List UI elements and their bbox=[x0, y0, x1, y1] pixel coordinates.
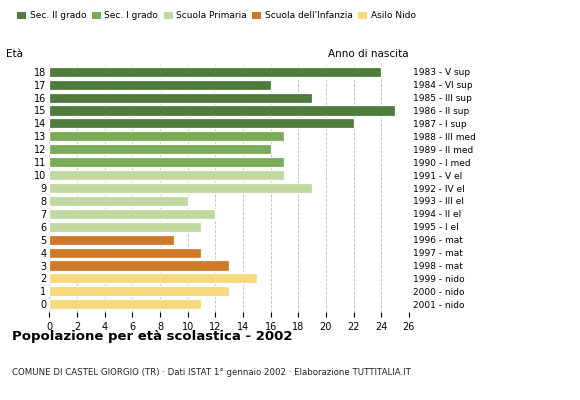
Text: Anno di nascita: Anno di nascita bbox=[328, 49, 409, 59]
Bar bbox=[49, 299, 201, 309]
Bar bbox=[49, 92, 312, 103]
Text: Età: Età bbox=[6, 49, 23, 59]
Bar bbox=[49, 248, 201, 258]
Bar bbox=[49, 209, 215, 219]
Bar bbox=[49, 183, 312, 193]
Bar bbox=[49, 235, 174, 245]
Bar bbox=[49, 286, 229, 296]
Bar bbox=[49, 273, 257, 284]
Bar bbox=[49, 131, 284, 141]
Bar bbox=[49, 157, 284, 167]
Text: Popolazione per età scolastica - 2002: Popolazione per età scolastica - 2002 bbox=[12, 330, 292, 343]
Bar bbox=[49, 170, 284, 180]
Bar bbox=[49, 118, 354, 128]
Bar bbox=[49, 67, 381, 77]
Bar bbox=[49, 144, 271, 154]
Bar bbox=[49, 196, 187, 206]
Bar bbox=[49, 80, 271, 90]
Bar bbox=[49, 222, 201, 232]
Bar bbox=[49, 260, 229, 270]
Legend: Sec. II grado, Sec. I grado, Scuola Primaria, Scuola dell'Infanzia, Asilo Nido: Sec. II grado, Sec. I grado, Scuola Prim… bbox=[16, 10, 417, 21]
Text: COMUNE DI CASTEL GIORGIO (TR) · Dati ISTAT 1° gennaio 2002 · Elaborazione TUTTIT: COMUNE DI CASTEL GIORGIO (TR) · Dati IST… bbox=[12, 368, 411, 377]
Bar bbox=[49, 106, 395, 116]
